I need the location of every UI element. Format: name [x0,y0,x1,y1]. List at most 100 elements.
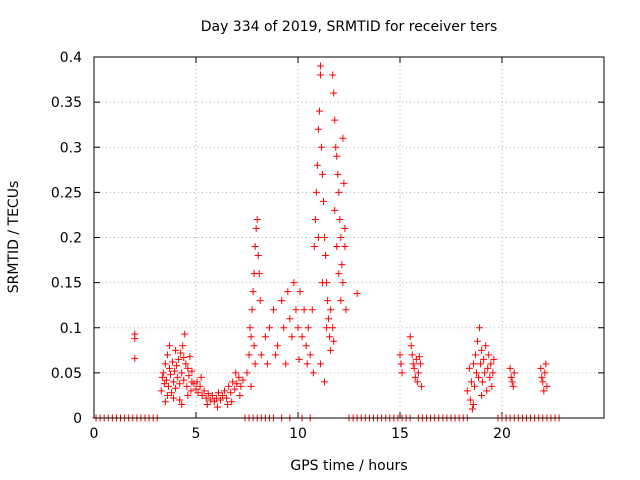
data-point [469,360,477,368]
data-point [214,389,222,397]
data-point [322,252,330,260]
data-point [463,387,471,395]
data-point [340,179,348,187]
data-point [543,382,551,390]
data-point [488,382,496,390]
x-axis-label: GPS time / hours [290,458,407,474]
data-point [249,288,257,296]
data-point [179,342,187,350]
data-point [397,360,405,368]
data-point [204,390,212,398]
data-point [487,360,495,368]
data-point [507,373,515,381]
data-point [316,360,324,368]
data-point [482,342,490,350]
data-point [229,378,237,386]
y-axis-label: SRMTID / TECUs [6,181,22,294]
data-point [341,224,349,232]
data-point [414,369,422,377]
data-point [309,369,317,377]
data-point [157,387,165,395]
data-point [243,369,251,377]
data-point [329,71,337,79]
data-point [411,373,419,381]
data-point [339,279,347,287]
data-point [330,89,338,97]
data-point [304,324,312,332]
data-point [180,354,188,362]
data-point [479,378,487,386]
data-point [131,335,139,343]
data-point [470,382,478,390]
data-point [186,353,194,361]
data-point [168,389,176,397]
data-point [216,396,224,404]
data-point [192,385,200,393]
data-point [339,134,347,142]
data-point [326,333,334,341]
data-point [506,364,514,372]
y-tick-label: 0.25 [51,185,82,201]
data-point [318,170,326,178]
data-point [176,380,184,388]
data-point [237,382,245,390]
data-point [194,389,202,397]
data-point [473,369,480,377]
data-point [321,378,329,386]
data-point [161,398,169,406]
data-point [225,382,233,390]
y-tick-label: 0.1 [60,321,82,337]
data-point [314,125,322,133]
data-point [213,403,221,411]
data-point [542,360,550,368]
data-point [165,364,173,372]
data-point [333,152,341,160]
data-point [477,360,485,368]
x-tick-label: 15 [391,426,409,442]
data-point [467,378,475,386]
data-point [509,382,517,390]
data-point [286,315,294,323]
data-point [292,306,300,314]
data-point [342,306,350,314]
data-point [310,243,318,251]
data-point [302,342,310,350]
data-point [466,396,474,404]
x-tick-label: 0 [90,426,99,442]
data-point [184,364,192,372]
data-point [469,400,477,408]
plot-frame [93,56,605,419]
data-point [323,324,331,332]
data-point [210,398,218,406]
data-point [312,188,320,196]
data-point [173,362,181,370]
data-point [172,346,180,354]
data-point [169,358,177,366]
data-point [490,355,498,363]
data-point [333,243,341,251]
data-point [341,243,349,251]
data-point [540,387,548,395]
data-point [481,369,489,377]
data-point [188,367,196,375]
data-point [231,385,239,393]
data-point [409,360,417,368]
data-point [335,188,343,196]
data-point [541,369,549,377]
data-point [250,342,258,350]
data-point [353,289,361,297]
data-point [187,387,195,395]
data-point [300,306,308,314]
data-point [175,355,183,363]
data-point [172,384,180,392]
data-point [489,369,497,377]
data-point [398,369,406,377]
data-point [236,391,244,399]
data-point [202,394,210,402]
data-point [161,360,169,368]
data-point [256,297,264,305]
y-tick-label: 0.05 [51,366,82,382]
data-point [316,71,324,79]
data-point [334,170,342,178]
data-point [170,394,178,402]
